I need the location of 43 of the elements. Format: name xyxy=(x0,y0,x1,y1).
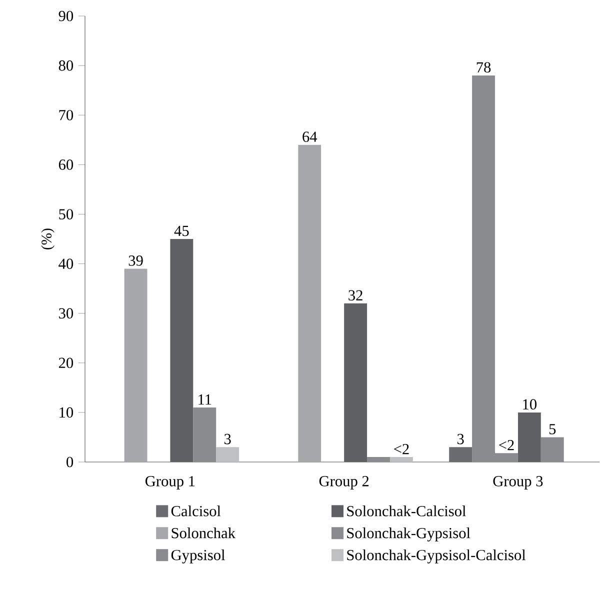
x-tick-label: Group 3 xyxy=(493,476,543,490)
data-label: 10 xyxy=(523,399,537,410)
data-label: 3 xyxy=(457,434,464,444)
bar xyxy=(540,437,564,462)
legend-label: Solonchak-Gypsisol xyxy=(347,527,470,542)
bar xyxy=(449,447,472,462)
data-label: <2 xyxy=(394,444,409,454)
data-label: 78 xyxy=(476,62,491,73)
legend-label: Calcisol xyxy=(171,506,221,516)
legend-label: Gypsisol xyxy=(171,549,225,564)
y-tick-label: 90 xyxy=(58,10,74,22)
y-tick-label: 50 xyxy=(59,209,74,220)
y-tick-label: 80 xyxy=(58,60,74,71)
data-label: 32 xyxy=(348,290,362,300)
bar xyxy=(390,457,413,462)
bar xyxy=(193,407,216,462)
y-tick-label: 0 xyxy=(66,456,74,468)
legend-label: Solonchak xyxy=(172,527,236,538)
x-tick-label: Group 1 xyxy=(145,476,195,490)
bar xyxy=(518,412,541,462)
data-label: 45 xyxy=(174,226,189,236)
legend-label: Solonchak-Gypsisol-Calcisol xyxy=(347,549,526,564)
y-tick-label: 10 xyxy=(60,407,74,418)
x-tick-label: Group 2 xyxy=(319,476,369,490)
data-label: 64 xyxy=(302,132,318,142)
data-label: 11 xyxy=(198,394,212,405)
bar xyxy=(124,268,148,462)
bar xyxy=(344,303,368,462)
y-axis-title: (%) xyxy=(41,228,54,250)
bar xyxy=(170,239,194,462)
bar xyxy=(216,447,240,462)
data-label: 5 xyxy=(549,424,556,434)
bar xyxy=(367,457,390,462)
data-label: <2 xyxy=(499,440,514,450)
y-tick-label: 60 xyxy=(58,160,74,170)
y-tick-label: 40 xyxy=(58,258,74,269)
data-label: 39 xyxy=(128,256,143,266)
y-tick-label: 30 xyxy=(59,308,74,319)
data-label: 3 xyxy=(224,434,231,444)
y-tick-label: 20 xyxy=(58,358,74,368)
legend-label: Solonchak-Calcisol xyxy=(347,506,466,516)
bar xyxy=(298,144,322,462)
y-tick-label: 70 xyxy=(59,110,74,120)
